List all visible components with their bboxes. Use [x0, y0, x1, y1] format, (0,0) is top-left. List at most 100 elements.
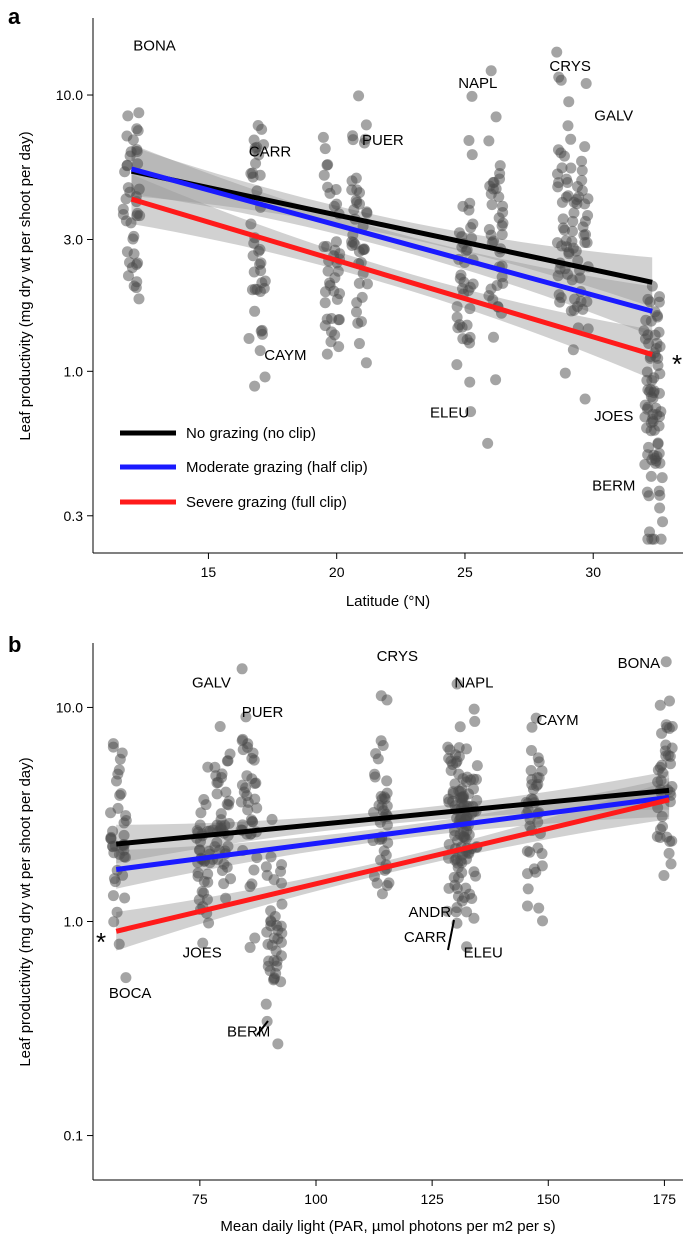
data-point [107, 738, 119, 750]
x-tick-label: 30 [585, 564, 601, 580]
data-point [654, 699, 666, 711]
data-point [642, 293, 654, 305]
data-point [371, 877, 383, 889]
data-point [582, 193, 594, 205]
data-point [566, 225, 578, 237]
data-point [661, 831, 673, 843]
data-point [110, 775, 122, 787]
data-point [656, 472, 668, 484]
data-point [325, 336, 337, 348]
berm-leader-line [256, 1020, 269, 1036]
data-point [330, 236, 342, 248]
site-label-puer: PUER [242, 704, 284, 721]
data-point [249, 932, 261, 944]
data-point [318, 169, 330, 181]
data-point [572, 254, 584, 266]
data-point [536, 860, 548, 872]
data-point [663, 847, 675, 859]
data-point [645, 470, 657, 482]
data-point [463, 135, 475, 147]
data-point [194, 836, 206, 848]
data-point [266, 813, 278, 825]
data-point [555, 74, 567, 86]
data-point [652, 438, 664, 450]
site-label-andr: ANDR [409, 904, 452, 921]
data-point [247, 816, 259, 828]
y-tick-label: 3.0 [64, 231, 84, 247]
data-point [131, 258, 143, 270]
data-point [251, 185, 263, 197]
data-point [249, 142, 261, 154]
data-point [381, 819, 393, 831]
data-point [654, 368, 666, 380]
data-point [653, 291, 665, 303]
data-point [117, 869, 129, 881]
data-point [248, 864, 260, 876]
legend: No grazing (no clip) Moderate grazing (h… [120, 425, 368, 511]
data-point [324, 279, 336, 291]
data-point [650, 402, 662, 414]
data-point [119, 892, 131, 904]
data-point [132, 125, 144, 137]
data-point [483, 135, 495, 147]
data-point [643, 441, 655, 453]
data-point [557, 222, 569, 234]
site-label-berm: BERM [227, 1024, 270, 1041]
site-label-carr: CARR [404, 929, 447, 946]
data-point [488, 176, 500, 188]
data-point [196, 886, 208, 898]
data-point [467, 773, 479, 785]
data-point [194, 819, 206, 831]
data-point [562, 268, 574, 280]
data-point [579, 215, 591, 227]
data-point [203, 917, 215, 929]
data-point [579, 393, 591, 405]
data-point [659, 745, 671, 757]
data-point [118, 851, 130, 863]
data-point [660, 656, 672, 668]
site-label-galv: GALV [192, 674, 231, 691]
site-labels: GALV PUER CRYS NAPL CAYM BONA ANDR CARR ELEU JOES… [109, 648, 660, 1041]
data-point [378, 845, 390, 857]
data-point [265, 905, 277, 917]
x-tick-label: 100 [304, 1191, 328, 1207]
regression-line-severe-grazing [130, 196, 653, 357]
data-point [451, 755, 463, 767]
data-point [121, 246, 133, 258]
y-tick-label: 1.0 [64, 913, 84, 929]
data-point [346, 239, 358, 251]
data-point [255, 325, 267, 337]
data-point [551, 46, 563, 58]
data-point [120, 815, 132, 827]
regression-line-no-grazing [115, 787, 670, 847]
data-point [658, 869, 670, 881]
regression-lines [115, 787, 670, 934]
data-point [582, 323, 594, 335]
data-point [241, 770, 253, 782]
data-point [665, 858, 677, 870]
data-point [525, 744, 537, 756]
data-point [467, 783, 479, 795]
y-axis-title: Leaf productivity (mg dry wt per shoot p… [17, 757, 34, 1066]
data-point [243, 332, 255, 344]
data-point [122, 110, 134, 122]
data-point [576, 155, 588, 167]
data-point [576, 165, 588, 177]
data-point [201, 893, 213, 905]
data-point [350, 306, 362, 318]
data-point [536, 848, 548, 860]
data-point [555, 147, 567, 159]
data-point [470, 870, 482, 882]
data-point [276, 898, 288, 910]
data-point [650, 343, 662, 355]
site-label-galv: GALV [594, 107, 633, 124]
data-point [487, 331, 499, 343]
data-point [318, 241, 330, 253]
data-point [451, 678, 463, 690]
data-point [256, 277, 268, 289]
site-label-joes: JOES [183, 944, 222, 961]
data-point [118, 829, 130, 841]
data-point [361, 206, 373, 218]
data-point [351, 184, 363, 196]
